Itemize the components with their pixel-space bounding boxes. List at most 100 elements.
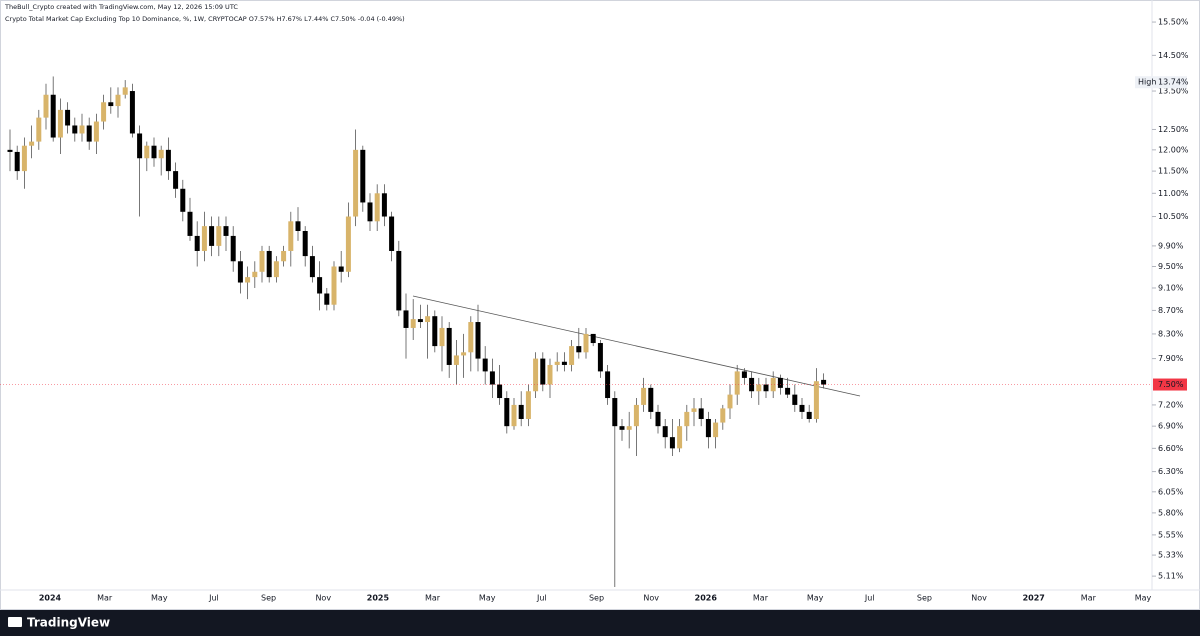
candle-body (266, 250, 272, 278)
candle-body (374, 193, 380, 222)
candle-body (14, 151, 20, 172)
y-tick-label: 12.00% (1158, 145, 1189, 154)
candle-body (813, 381, 819, 419)
x-tick-label: May (1135, 594, 1152, 603)
x-tick-label: Mar (97, 594, 113, 603)
y-tick-label: 7.20% (1158, 400, 1184, 409)
candle-body (93, 121, 99, 142)
candle-body (7, 149, 13, 152)
candle-body (612, 398, 618, 427)
x-tick-label: Jul (536, 594, 547, 603)
x-tick-label: Nov (315, 594, 331, 603)
candle-body (569, 346, 575, 365)
brand: TradingView (27, 616, 110, 630)
candle-body (165, 149, 171, 172)
legend: Crypto Total Market Cap Excluding Top 10… (5, 15, 405, 23)
candle-body (403, 310, 409, 328)
candle-body (439, 327, 445, 347)
candle-body (417, 319, 423, 323)
x-tick-label: Sep (589, 594, 604, 603)
x-tick-label: Sep (261, 594, 276, 603)
candle-body (741, 371, 747, 378)
candle-body (482, 358, 488, 372)
candle-body (468, 322, 474, 353)
candle-body (756, 384, 762, 392)
y-tick-label: 13.50% (1158, 87, 1189, 96)
candle-body (821, 379, 827, 385)
x-tick-label: Sep (917, 594, 932, 603)
y-tick-label: 9.90% (1158, 241, 1184, 250)
candle-body (792, 394, 798, 405)
y-tick-label: 5.80% (1158, 508, 1184, 517)
candle-body (309, 256, 315, 278)
candle-body (770, 377, 776, 392)
candle-body (590, 333, 596, 344)
candle-body (72, 125, 78, 134)
candle-body (619, 426, 625, 430)
candle-body (353, 149, 359, 217)
y-tick-label: 11.50% (1158, 167, 1189, 176)
candle-body (122, 87, 128, 95)
candle-body (799, 404, 805, 412)
candle-body (763, 384, 769, 392)
candle-body (338, 266, 344, 272)
candle-body (151, 145, 157, 159)
candle-body (245, 277, 251, 283)
high-label: 13.74% (1158, 78, 1189, 87)
candle-body (230, 235, 236, 262)
high-text: High (1138, 78, 1156, 87)
candle-body (749, 377, 755, 392)
candle-body (273, 261, 279, 278)
candle-body (497, 384, 503, 399)
candle-body (43, 94, 49, 118)
candle-body (461, 352, 467, 356)
y-tick-label: 8.30% (1158, 329, 1184, 338)
candle-body (79, 125, 85, 134)
candle-body (158, 149, 164, 159)
candle-body (806, 411, 812, 419)
high-box (1135, 76, 1187, 89)
y-tick-label: 10.50% (1158, 212, 1189, 221)
candle-body (288, 221, 294, 251)
y-tick-label: 5.55% (1158, 530, 1184, 539)
candle-body (432, 316, 438, 347)
y-tick-label: 14.50% (1158, 51, 1189, 60)
candle-body (194, 235, 200, 251)
candle-body (734, 371, 740, 395)
candle-body (705, 418, 711, 438)
trendline (412, 295, 861, 397)
candle-body (720, 408, 726, 423)
candle-body (21, 145, 27, 172)
credit: TheBull_Crypto created with TradingView.… (4, 3, 238, 11)
candle-body (237, 261, 243, 283)
candle-body (698, 408, 704, 419)
candle-body (713, 422, 719, 438)
candle-body (381, 193, 387, 217)
candle-body (223, 226, 229, 236)
candle-body (187, 211, 193, 236)
candle-body (554, 361, 560, 365)
candle-body (137, 133, 143, 159)
candle-body (597, 343, 603, 372)
x-tick-label: Mar (425, 594, 441, 603)
candle-body (331, 266, 337, 305)
candle-body (29, 141, 35, 146)
candle-body (209, 226, 215, 246)
candle-body (633, 404, 639, 427)
candle-body (662, 426, 668, 438)
candle-body (540, 358, 546, 385)
candle-body (180, 188, 186, 212)
x-tick-label: 2027 (1023, 594, 1045, 603)
y-tick-label: 9.10% (1158, 283, 1184, 292)
x-tick-label: Nov (971, 594, 987, 603)
candle-body (389, 216, 395, 251)
candle-body (65, 109, 71, 126)
x-tick-label: 2025 (367, 594, 390, 603)
x-tick-label: Jul (864, 594, 875, 603)
candle-body (489, 371, 495, 385)
candle-body (173, 171, 179, 189)
candle-body (345, 216, 351, 272)
y-tick-label: 11.00% (1158, 189, 1189, 198)
candle-body (677, 426, 683, 449)
candle-body (605, 371, 611, 399)
